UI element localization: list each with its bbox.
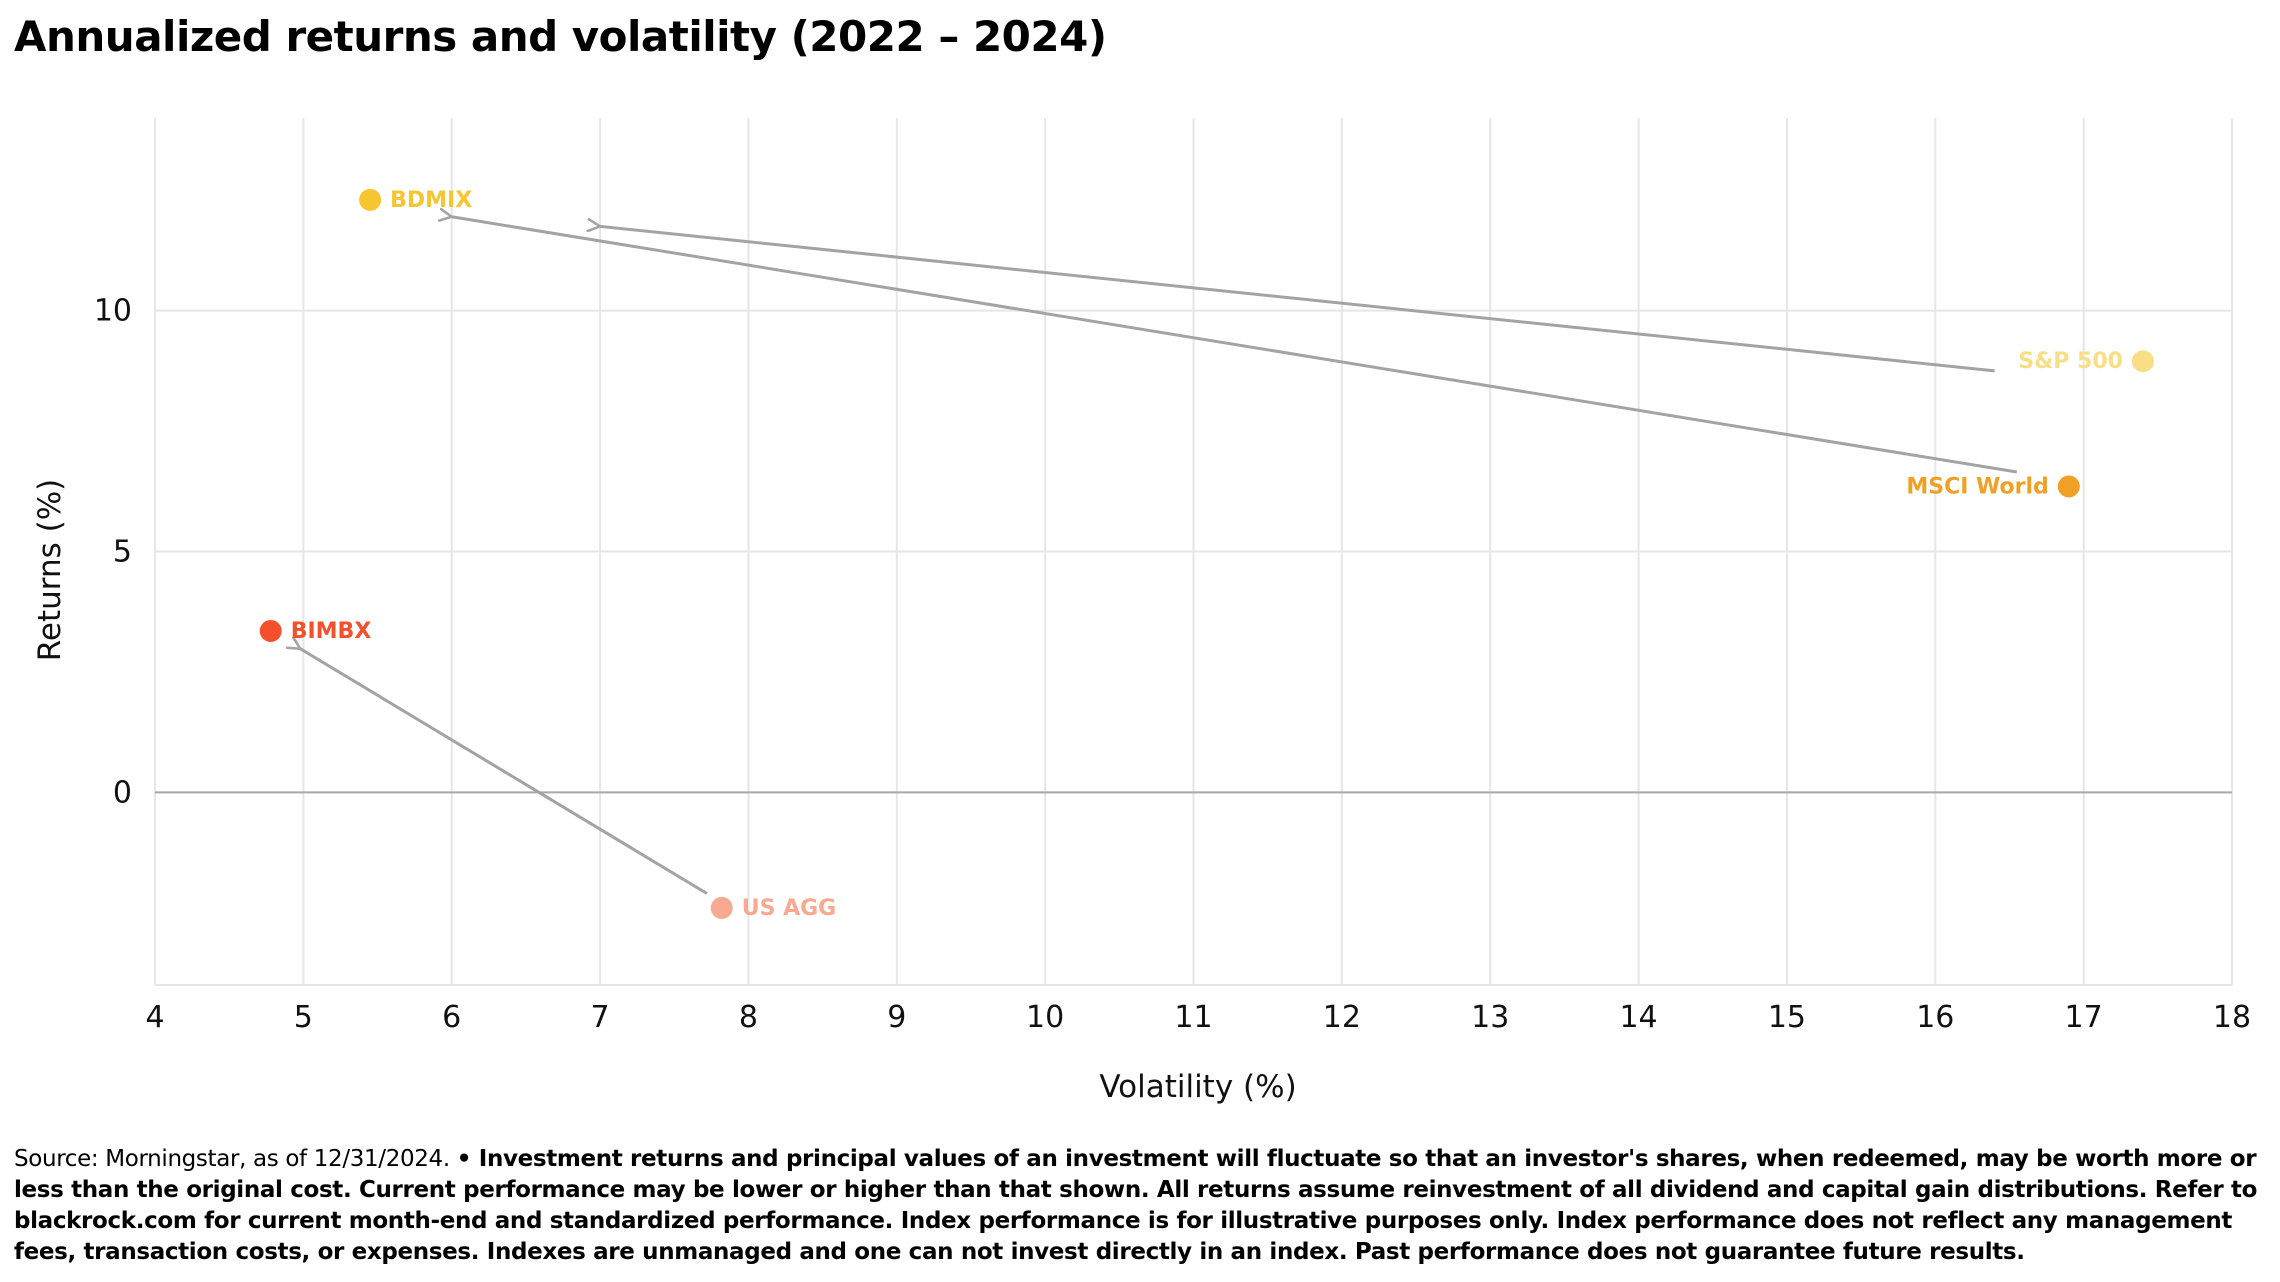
x-tick-label: 7 xyxy=(591,1000,610,1035)
data-point xyxy=(359,188,382,211)
x-tick-label: 6 xyxy=(442,1000,461,1035)
data-point-label: BIMBX xyxy=(291,619,372,644)
data-point xyxy=(259,619,282,642)
y-axis-title: Returns (%) xyxy=(32,479,68,662)
x-tick-label: 14 xyxy=(1619,1000,1657,1035)
x-tick-label: 18 xyxy=(2213,1000,2251,1035)
shift-arrow xyxy=(300,649,708,895)
source-text: Source: Morningstar, as of 12/31/2024. xyxy=(14,1146,457,1172)
x-tick-label: 10 xyxy=(1026,1000,1064,1035)
x-tick-label: 4 xyxy=(145,1000,164,1035)
data-point xyxy=(2131,350,2154,373)
data-point-label: S&P 500 xyxy=(2018,349,2123,374)
x-axis-title: Volatility (%) xyxy=(1099,1069,1296,1105)
shift-arrow xyxy=(600,226,1995,373)
data-point xyxy=(2057,475,2080,498)
source-footnote: Source: Morningstar, as of 12/31/2024. •… xyxy=(14,1144,2269,1268)
y-tick-label: 0 xyxy=(113,775,132,810)
x-tick-label: 16 xyxy=(1916,1000,1954,1035)
shift-arrow xyxy=(452,217,2018,474)
x-tick-label: 12 xyxy=(1323,1000,1361,1035)
x-tick-label: 17 xyxy=(2065,1000,2103,1035)
data-point xyxy=(710,896,733,919)
x-tick-label: 5 xyxy=(294,1000,313,1035)
chart-title: Annualized returns and volatility (2022 … xyxy=(14,12,1107,61)
data-point-label: US AGG xyxy=(742,896,837,921)
data-point-label: MSCI World xyxy=(1906,474,2048,499)
x-tick-label: 15 xyxy=(1768,1000,1806,1035)
x-tick-label: 8 xyxy=(739,1000,758,1035)
y-tick-label: 5 xyxy=(113,535,132,570)
x-tick-label: 13 xyxy=(1471,1000,1509,1035)
disclaimer-text: • Investment returns and principal value… xyxy=(14,1146,2258,1265)
data-point-label: BDMIX xyxy=(390,188,472,213)
x-tick-label: 9 xyxy=(887,1000,906,1035)
x-tick-label: 11 xyxy=(1174,1000,1212,1035)
y-tick-label: 10 xyxy=(94,294,132,329)
